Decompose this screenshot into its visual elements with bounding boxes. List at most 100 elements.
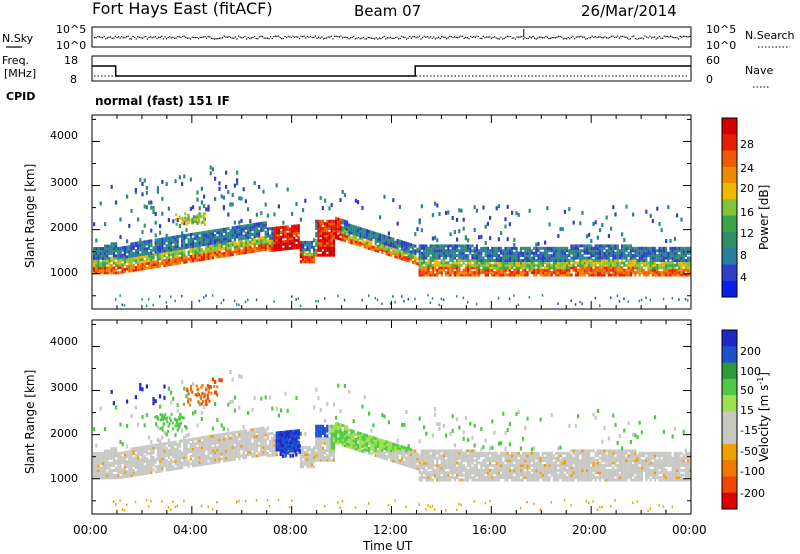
nsky-point <box>423 35 425 37</box>
heatmap-cell <box>462 244 465 248</box>
heatmap-cell <box>640 254 643 258</box>
heatmap-cell <box>244 199 247 204</box>
heatmap-cell <box>258 434 261 438</box>
nsky-point <box>233 37 235 39</box>
heatmap-cell <box>618 251 621 255</box>
heatmap-cell <box>159 230 162 235</box>
heatmap-cell <box>645 249 648 253</box>
heatmap-cell <box>150 249 153 253</box>
heatmap-cell <box>671 251 674 255</box>
heatmap-cell <box>150 241 153 245</box>
heatmap-cell <box>478 251 481 255</box>
heatmap-cell <box>214 436 217 440</box>
heatmap-cell <box>225 237 228 241</box>
nsky-point <box>375 37 377 39</box>
nsearch-label: N.Search <box>745 29 795 42</box>
heatmap-cell <box>324 441 327 445</box>
heatmap-cell <box>123 248 126 252</box>
nsky-point <box>556 36 558 38</box>
nsky-point <box>407 37 409 39</box>
heatmap-cell <box>640 256 643 260</box>
heatmap-cell <box>123 460 126 464</box>
heatmap-cell <box>288 232 291 236</box>
heatmap-cell <box>141 240 144 244</box>
heatmap-cell <box>563 209 566 214</box>
heatmap-cell <box>255 246 258 250</box>
heatmap-cell <box>110 461 113 465</box>
heatmap-cell <box>176 444 179 449</box>
heatmap-cell <box>328 451 331 455</box>
heatmap-cell <box>445 210 448 215</box>
heatmap-cell <box>306 453 309 457</box>
heatmap-cell <box>603 256 606 260</box>
heatmap-cell <box>194 232 197 236</box>
heatmap-cell <box>480 256 483 260</box>
heatmap-cell <box>249 219 252 224</box>
heatmap-cell <box>128 457 131 461</box>
heatmap-cell <box>339 218 342 222</box>
heatmap-cell <box>643 268 646 272</box>
heatmap-cell <box>104 471 107 475</box>
heatmap-cell <box>486 256 489 260</box>
heatmap-cell <box>134 449 137 453</box>
heatmap-cell <box>183 458 186 462</box>
heatmap-cell <box>678 298 680 301</box>
heatmap-cell <box>95 459 98 463</box>
heatmap-cell <box>172 247 175 251</box>
heatmap-cell <box>148 451 151 455</box>
heatmap-cell <box>258 184 261 189</box>
heatmap-cell <box>438 256 441 260</box>
heatmap-cell <box>291 227 294 231</box>
heatmap-cell <box>244 441 247 445</box>
heatmap-cell <box>130 249 133 253</box>
heatmap-cell <box>634 256 637 260</box>
heatmap-cell <box>621 246 624 250</box>
heatmap-cell <box>97 261 100 265</box>
heatmap-cell <box>163 246 166 250</box>
heatmap-cell <box>269 236 272 240</box>
heatmap-cell <box>145 462 148 466</box>
heatmap-cell <box>350 229 353 233</box>
heatmap-cell <box>640 268 643 272</box>
heatmap-cell <box>610 266 613 270</box>
heatmap-cell <box>282 220 285 225</box>
heatmap-cell <box>392 295 394 298</box>
heatmap-cell <box>143 264 146 268</box>
heatmap-cell <box>196 446 199 450</box>
heatmap-cell <box>205 457 208 461</box>
heatmap-cell <box>332 251 335 255</box>
heatmap-cell <box>541 268 544 272</box>
heatmap-cell <box>511 271 514 275</box>
heatmap-cell <box>634 263 637 267</box>
heatmap-cell <box>242 456 245 460</box>
heatmap-cell <box>231 436 234 440</box>
heatmap-cell <box>328 448 331 452</box>
heatmap-cell <box>513 237 516 242</box>
heatmap-cell <box>251 452 254 456</box>
heatmap-cell <box>383 249 386 253</box>
heatmap-cell <box>150 205 153 210</box>
heatmap-cell <box>249 240 252 244</box>
heatmap-cell <box>172 460 175 464</box>
heatmap-cell <box>445 266 448 270</box>
heatmap-cell <box>145 384 148 389</box>
heatmap-cell <box>574 249 577 253</box>
nsky-point <box>662 37 664 39</box>
heatmap-cell <box>255 439 258 443</box>
heatmap-cell <box>330 431 333 436</box>
heatmap-cell <box>97 461 100 465</box>
heatmap-cell <box>209 456 212 460</box>
heatmap-cell <box>504 251 507 255</box>
heatmap-cell <box>324 505 326 508</box>
heatmap-cell <box>495 261 498 265</box>
heatmap-cell <box>594 271 597 275</box>
heatmap-cell <box>332 219 335 223</box>
heatmap-cell <box>574 268 577 272</box>
heatmap-cell <box>566 256 569 260</box>
heatmap-cell <box>643 246 646 250</box>
heatmap-cell <box>671 258 674 262</box>
heatmap-cell <box>379 240 382 244</box>
nsky-point <box>601 37 603 39</box>
heatmap-cell <box>308 257 311 261</box>
heatmap-cell <box>145 240 148 244</box>
